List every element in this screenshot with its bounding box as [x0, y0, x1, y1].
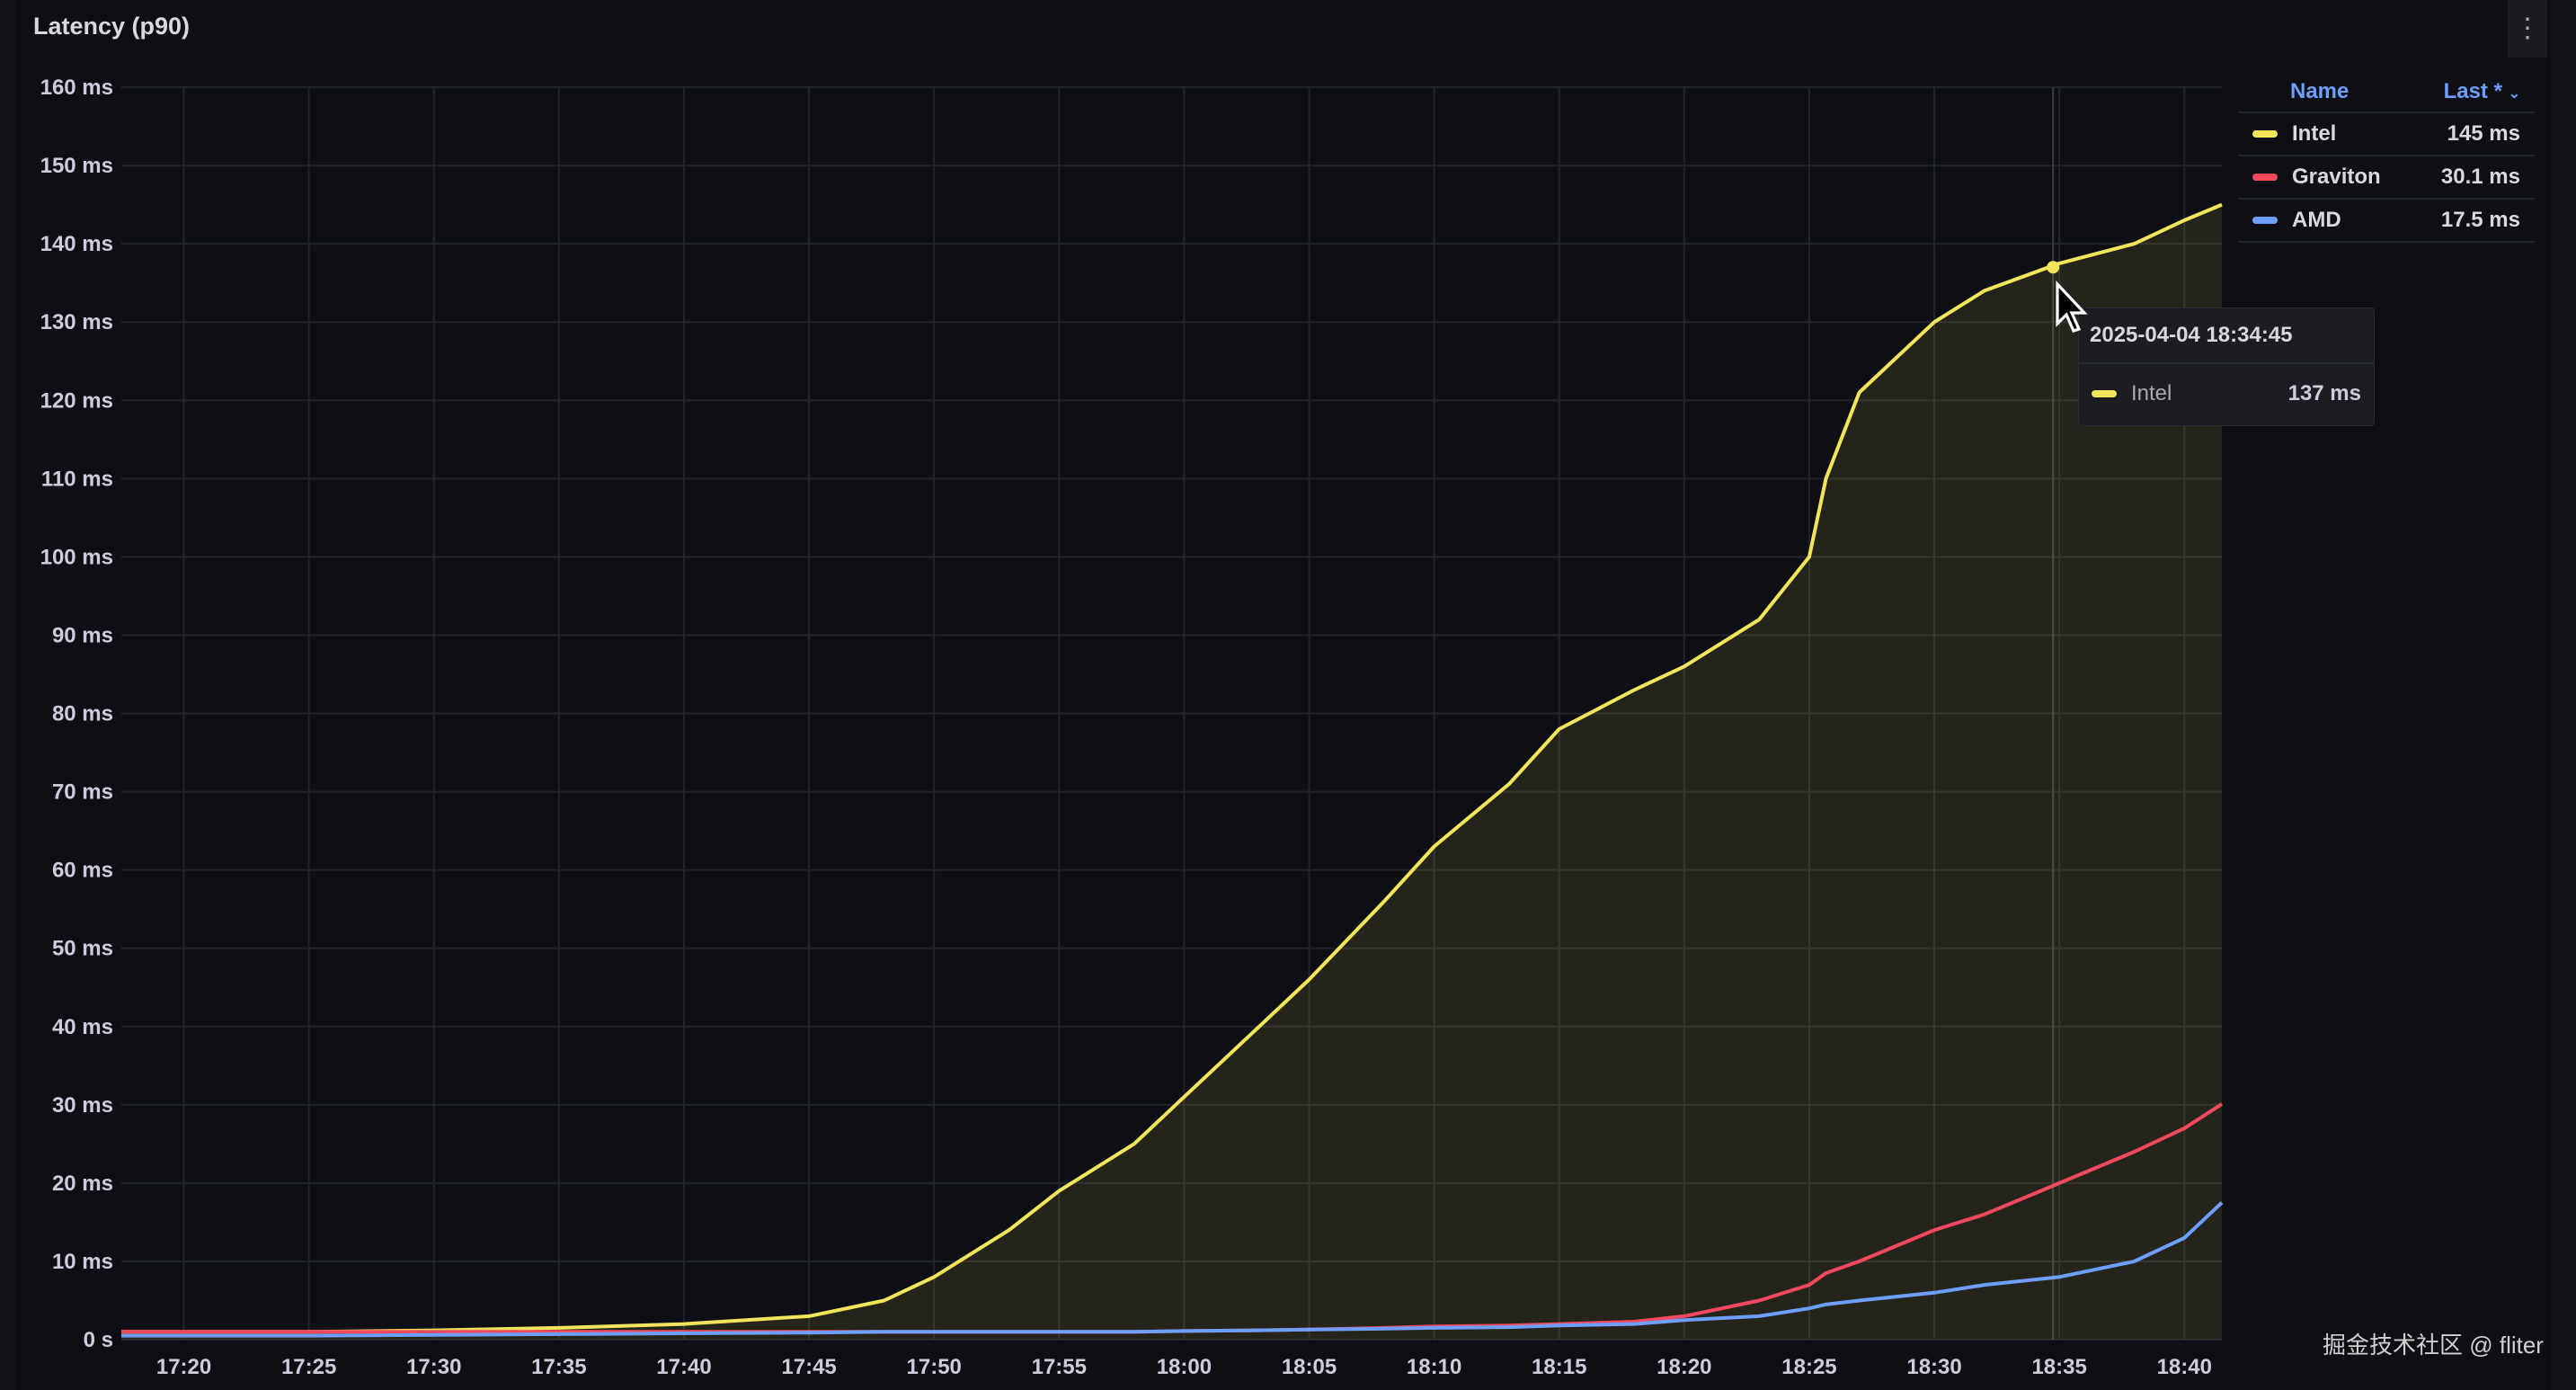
x-tick-label: 17:35	[531, 1355, 586, 1379]
x-tick-label: 18:20	[1657, 1355, 1711, 1379]
y-tick-label: 160 ms	[40, 76, 113, 100]
tooltip-value: 137 ms	[2287, 381, 2361, 405]
y-tick-label: 60 ms	[52, 859, 113, 883]
y-tick-label: 30 ms	[52, 1093, 113, 1118]
series-area-intel	[121, 204, 2222, 1341]
y-tick-label: 100 ms	[40, 545, 113, 569]
y-tick-label: 150 ms	[40, 154, 113, 178]
legend-header: Name Last * ⌄	[2238, 72, 2535, 113]
legend-row-intel[interactable]: Intel 145 ms	[2238, 113, 2535, 156]
legend-header-name[interactable]: Name	[2290, 79, 2349, 103]
legend-header-last-label: Last *	[2443, 79, 2502, 103]
y-tick-label: 140 ms	[40, 232, 113, 256]
x-tick-label: 17:20	[156, 1355, 211, 1379]
series-line-intel	[121, 202, 2223, 1334]
tooltip-series: Intel	[2131, 381, 2172, 405]
tooltip-row: Intel 137 ms	[2079, 364, 2374, 423]
y-tick-label: 50 ms	[52, 937, 113, 961]
x-tick-label: 17:50	[907, 1355, 962, 1379]
legend-name: Graviton	[2292, 165, 2381, 189]
x-tick-label: 17:30	[406, 1355, 461, 1379]
legend-last: 17.5 ms	[2440, 208, 2520, 232]
legend-row-graviton[interactable]: Graviton 30.1 ms	[2238, 156, 2535, 200]
series-swatch	[2092, 390, 2117, 397]
legend-row-amd[interactable]: AMD 17.5 ms	[2238, 200, 2535, 243]
y-tick-label: 130 ms	[40, 310, 113, 334]
series-swatch	[2252, 130, 2278, 138]
mouse-pointer-icon	[2056, 281, 2088, 333]
x-tick-label: 18:15	[1532, 1355, 1586, 1379]
legend-header-last[interactable]: Last * ⌄	[2444, 79, 2520, 104]
panel-title: Latency (p90)	[33, 13, 191, 40]
legend-name: Intel	[2292, 121, 2337, 146]
y-tick-label: 0 s	[84, 1328, 113, 1352]
y-tick-label: 90 ms	[52, 623, 113, 647]
tooltip-time: 2025-04-04 18:34:45	[2079, 308, 2374, 364]
legend-last: 30.1 ms	[2440, 165, 2520, 189]
y-tick-label: 20 ms	[52, 1172, 113, 1196]
watermark: 掘金技术社区 @ fliter	[2323, 1332, 2544, 1359]
legend-last: 145 ms	[2447, 121, 2520, 146]
x-tick-label: 17:40	[656, 1355, 711, 1379]
x-tick-label: 17:55	[1032, 1355, 1087, 1379]
x-tick-label: 18:35	[2031, 1355, 2086, 1379]
y-tick-label: 10 ms	[52, 1250, 113, 1274]
vertical-ellipsis-icon: ⋮	[2514, 13, 2541, 43]
x-tick-label: 18:30	[1906, 1355, 1961, 1379]
y-tick-label: 110 ms	[41, 467, 113, 491]
x-tick-label: 18:05	[1282, 1355, 1337, 1379]
panel-menu-button[interactable]: ⋮	[2508, 0, 2547, 58]
y-tick-label: 120 ms	[40, 388, 113, 413]
hover-point	[2047, 261, 2060, 274]
y-tick-label: 70 ms	[52, 780, 113, 805]
x-tick-label: 18:10	[1407, 1355, 1461, 1379]
series-swatch	[2252, 217, 2278, 224]
series-line-amd	[121, 1201, 2224, 1338]
hover-tooltip: 2025-04-04 18:34:45 Intel 137 ms	[2078, 307, 2375, 426]
legend-table: Name Last * ⌄ Intel 145 ms Graviton 30.1…	[2238, 72, 2535, 243]
x-tick-label: 17:25	[281, 1355, 336, 1379]
series-swatch	[2252, 174, 2278, 181]
x-tick-label: 18:00	[1157, 1355, 1212, 1379]
chevron-down-icon: ⌄	[2508, 86, 2520, 102]
x-tick-label: 18:25	[1781, 1355, 1836, 1379]
y-tick-label: 80 ms	[52, 702, 113, 726]
x-tick-label: 17:45	[781, 1355, 836, 1379]
x-tick-label: 18:40	[2157, 1355, 2212, 1379]
legend-name: AMD	[2292, 208, 2341, 232]
latency-panel	[16, 0, 2551, 1390]
y-tick-label: 40 ms	[52, 1015, 113, 1039]
